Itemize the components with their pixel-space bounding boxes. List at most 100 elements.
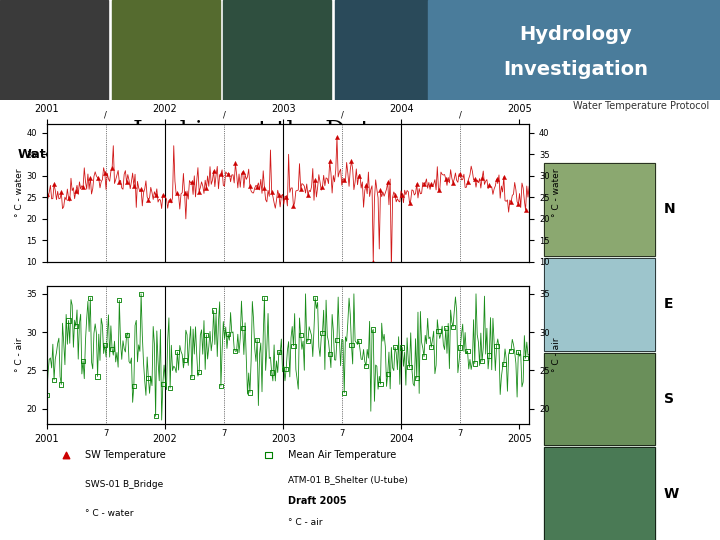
Point: [70, 187, 81, 195]
Point: [382, 178, 394, 187]
Point: [331, 133, 343, 141]
Point: [295, 184, 307, 193]
Point: [179, 355, 190, 364]
Point: [164, 195, 176, 204]
Point: [338, 388, 350, 397]
Point: [121, 178, 132, 187]
Point: [498, 359, 510, 368]
Point: [454, 343, 466, 352]
Point: [280, 364, 292, 373]
Point: [258, 293, 270, 302]
Point: [302, 336, 314, 345]
Text: S: S: [664, 392, 674, 406]
Point: [121, 331, 132, 340]
Point: [310, 176, 321, 184]
Point: [367, 258, 379, 266]
Bar: [428, 0, 720, 100]
Point: [48, 180, 60, 188]
Text: Investigation: Investigation: [503, 60, 649, 79]
Point: [143, 374, 154, 382]
Point: [222, 330, 234, 339]
Point: [41, 390, 53, 399]
Point: [70, 322, 81, 330]
Point: [520, 206, 531, 214]
Point: [157, 379, 168, 388]
Y-axis label: ° C - air: ° C - air: [14, 338, 24, 372]
Point: [237, 323, 248, 332]
Text: Mean Air Temperature: Mean Air Temperature: [288, 450, 396, 460]
Point: [171, 348, 183, 356]
Point: [84, 173, 96, 182]
Bar: [544, 448, 655, 540]
Bar: [335, 0, 443, 100]
Point: [194, 367, 205, 376]
Point: [484, 180, 495, 189]
Text: E: E: [664, 297, 673, 311]
Point: [77, 356, 89, 365]
Point: [433, 186, 444, 194]
Point: [215, 382, 227, 390]
Point: [397, 190, 408, 199]
Bar: [544, 353, 655, 446]
Point: [295, 330, 307, 339]
Point: [77, 183, 89, 192]
Point: [251, 335, 263, 344]
Point: [462, 178, 473, 186]
Point: [317, 329, 328, 338]
Point: [222, 170, 234, 179]
Point: [201, 330, 212, 339]
Point: [280, 192, 292, 201]
Y-axis label: ° C - water: ° C - water: [552, 169, 562, 217]
Point: [477, 357, 488, 366]
Point: [360, 181, 372, 190]
Point: [505, 346, 517, 355]
Point: [491, 175, 503, 184]
Point: [63, 194, 74, 202]
Point: [63, 316, 74, 325]
Bar: [544, 258, 655, 350]
Point: [273, 347, 284, 356]
Point: [244, 388, 256, 397]
Bar: [544, 353, 655, 446]
Point: [92, 372, 104, 381]
Point: [498, 173, 510, 181]
Text: SW Temperature: SW Temperature: [86, 450, 166, 460]
Point: [317, 183, 328, 191]
Point: [353, 172, 364, 181]
Point: [128, 382, 140, 391]
Point: [440, 324, 451, 333]
Point: [84, 294, 96, 302]
Point: [404, 198, 415, 207]
Point: [397, 343, 408, 352]
Point: [114, 178, 125, 186]
Point: [258, 183, 270, 192]
Point: [251, 182, 263, 191]
Y-axis label: ° C - water: ° C - water: [14, 169, 24, 217]
Point: [338, 176, 350, 184]
Point: [194, 187, 205, 196]
Text: ATM-01 B_Shelter (U-tube): ATM-01 B_Shelter (U-tube): [288, 475, 408, 484]
Point: [302, 191, 314, 200]
Point: [346, 341, 357, 349]
Point: [164, 384, 176, 393]
Bar: [544, 163, 655, 256]
Point: [426, 179, 437, 188]
Point: [324, 349, 336, 358]
Point: [353, 336, 364, 345]
Bar: [544, 258, 655, 350]
Point: [411, 180, 423, 188]
Point: [273, 191, 284, 200]
Point: [186, 373, 198, 382]
Point: [41, 189, 53, 198]
Point: [114, 296, 125, 305]
Text: Water & Air Temperature Banyangsung, Kanchanaburi, Thailand: Water & Air Temperature Banyangsung, Kan…: [18, 148, 469, 161]
Point: [374, 380, 386, 388]
Point: [186, 178, 198, 186]
Point: [135, 185, 147, 193]
Text: Looking at the Data: Looking at the Data: [133, 119, 385, 143]
Point: [390, 343, 401, 352]
Point: [477, 174, 488, 183]
Point: [179, 189, 190, 198]
Point: [237, 167, 248, 176]
Point: [55, 380, 67, 389]
